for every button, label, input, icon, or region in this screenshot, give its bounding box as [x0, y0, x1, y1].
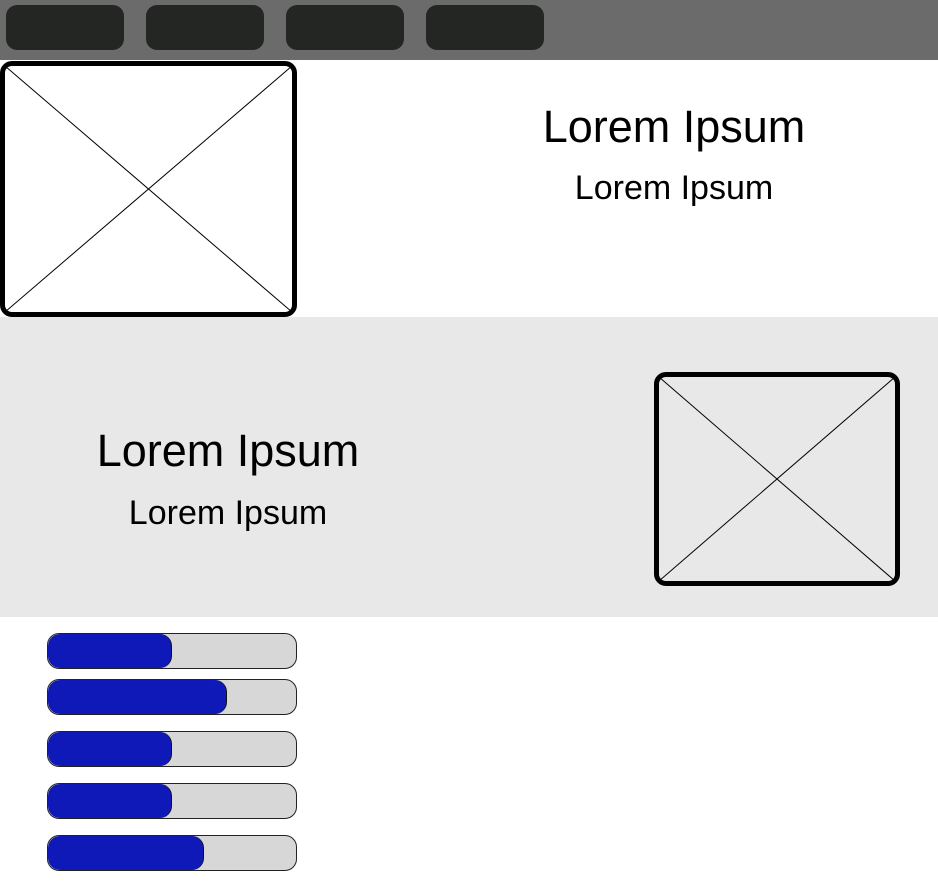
progress-fill [48, 836, 205, 870]
progress-bar-5 [47, 835, 297, 871]
progress-fill [48, 680, 227, 714]
feature-title: Lorem Ipsum [96, 425, 360, 476]
feature-section: Lorem Ipsum Lorem Ipsum [0, 317, 938, 617]
progress-bar-3 [47, 731, 297, 767]
progress-fill [48, 784, 172, 818]
placeholder-cross [5, 66, 292, 312]
progress-bar-2 [47, 679, 297, 715]
progress-bar-1 [47, 633, 297, 669]
nav-button-3[interactable] [286, 5, 404, 50]
progress-fill [48, 732, 172, 766]
top-nav-bar [0, 0, 938, 60]
image-placeholder-icon [0, 61, 297, 317]
hero-title: Lorem Ipsum [542, 101, 806, 152]
feature-subtitle: Lorem Ipsum [128, 494, 328, 532]
nav-button-4[interactable] [426, 5, 544, 50]
image-placeholder-icon [654, 372, 900, 586]
placeholder-cross [659, 377, 895, 581]
hero-subtitle: Lorem Ipsum [574, 169, 774, 207]
hero-section: Lorem Ipsum Lorem Ipsum [0, 60, 938, 317]
progress-bar-4 [47, 783, 297, 819]
nav-button-2[interactable] [146, 5, 264, 50]
nav-button-1[interactable] [6, 5, 124, 50]
progress-fill [48, 634, 172, 668]
